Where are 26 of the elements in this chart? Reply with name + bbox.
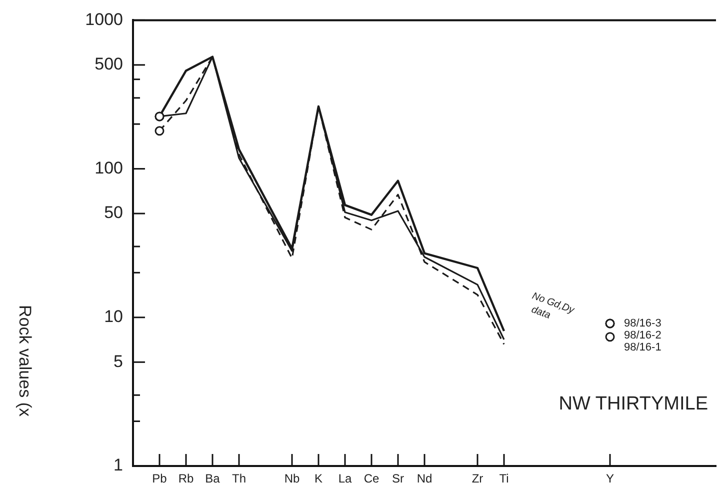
y-tick-label: 10: [104, 307, 123, 326]
x-tick-label: Sr: [392, 472, 404, 486]
y-axis-title: Rock values (x: [15, 305, 34, 417]
x-tick-label: Y: [606, 472, 614, 486]
x-tick-label: Pb: [152, 472, 168, 486]
x-tick-label: La: [338, 472, 352, 486]
x-tick-label: Zr: [472, 472, 484, 486]
x-tick-label: K: [314, 472, 323, 486]
x-tick-label: Ce: [364, 472, 380, 486]
y-tick-label: 50: [104, 203, 123, 222]
y-tick-label: 1: [114, 456, 123, 475]
x-tick-label: Ba: [205, 472, 220, 486]
y-tick-label: 100: [94, 158, 123, 178]
x-tick-label: Nd: [416, 472, 432, 486]
x-tick-label: Rb: [178, 472, 194, 486]
annotation: No Gd,Dy data: [530, 290, 576, 322]
series-label: 98/16-2: [624, 330, 662, 342]
x-tick-label: Th: [232, 472, 246, 486]
y-tick-label: 500: [94, 54, 123, 74]
annotation: NW THIRTYMILE: [558, 394, 708, 415]
series-label: 98/16-3: [624, 318, 662, 330]
x-tick-label: Nb: [284, 472, 300, 486]
y-tick-label: 1000: [85, 10, 123, 29]
y-tick-label: 5: [114, 352, 123, 371]
series-label: 98/16-1: [624, 342, 662, 354]
x-tick-label: Ti: [499, 472, 509, 486]
